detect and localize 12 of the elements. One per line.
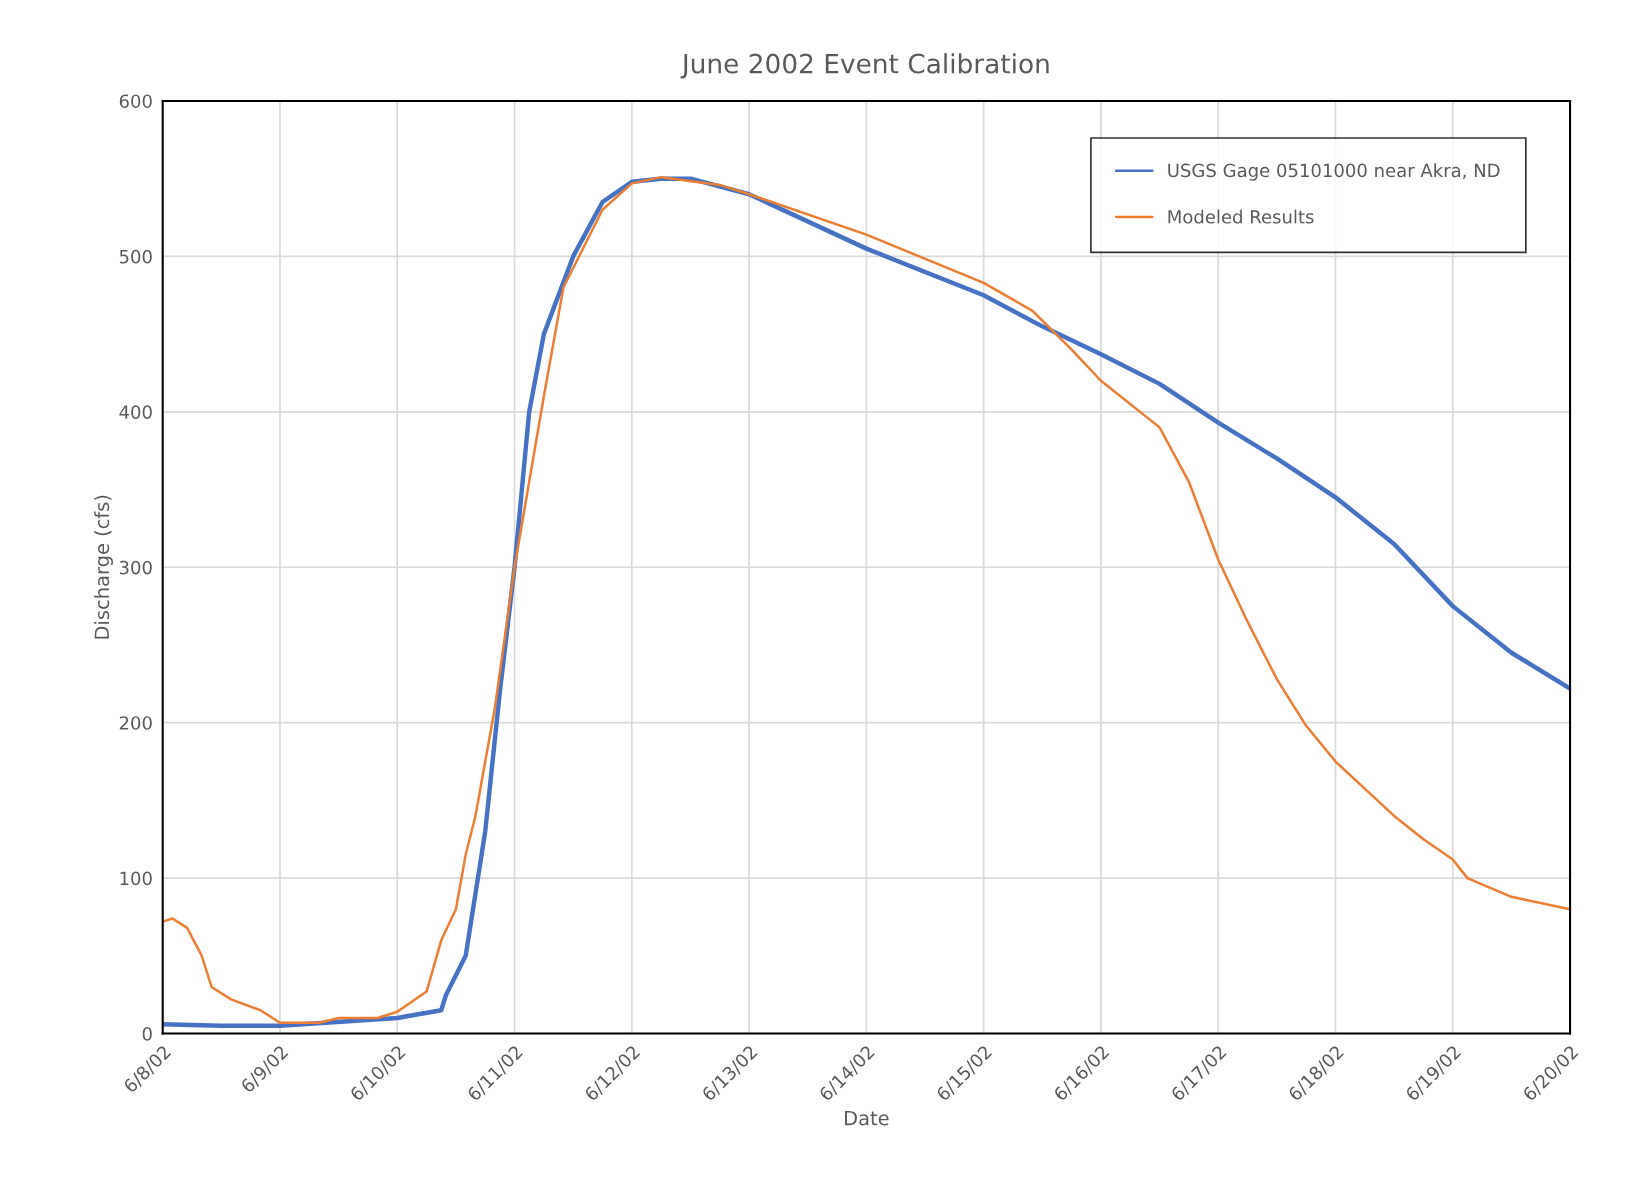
y-tick-label: 600: [119, 94, 152, 109]
x-axis-title: Date: [845, 1111, 889, 1126]
legend-label: USGS Gage 05101000 near Akra, ND: [1168, 163, 1500, 181]
y-tick-label: 200: [119, 716, 152, 730]
legend-label: Modeled Results: [1168, 209, 1314, 224]
y-tick-label: 400: [119, 405, 152, 419]
y-tick-label: 100: [120, 871, 152, 886]
y-axis-title: Discharge (cfs): [94, 495, 113, 639]
y-tick-label: 500: [119, 249, 152, 264]
chart-title: June 2002 Event Calibration: [680, 53, 1049, 79]
y-tick-label: 300: [119, 560, 152, 575]
y-tick-label: 0: [142, 1027, 152, 1041]
